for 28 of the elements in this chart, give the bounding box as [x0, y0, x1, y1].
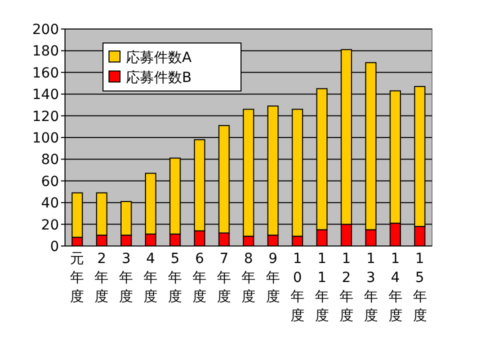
- y-tick-label: 80: [41, 152, 59, 168]
- y-tick-label: 100: [32, 130, 59, 146]
- y-tick-label: 160: [32, 65, 59, 82]
- x-tick-label: 6年度: [192, 251, 207, 305]
- x-tick-label: 7年度: [217, 251, 232, 305]
- y-tick-label: 40: [41, 196, 59, 212]
- y-tick-label: 180: [32, 44, 59, 60]
- x-tick-label: 9年度: [266, 251, 280, 305]
- y-tick-label: 140: [32, 87, 59, 104]
- x-tick-label: 11年度: [314, 251, 329, 324]
- x-tick-label: 4年度: [144, 251, 158, 305]
- x-tick-label: 12年度: [339, 251, 354, 324]
- x-tick-label: 2年度: [94, 251, 109, 305]
- x-tick-label: 8年度: [242, 251, 256, 305]
- x-tick-label: 13年度: [364, 251, 378, 324]
- x-tick-label: 5年度: [168, 251, 182, 305]
- x-tick-label: 10年度: [290, 251, 304, 324]
- y-tick-label: 200: [32, 22, 59, 38]
- x-tick-label: 3年度: [119, 251, 134, 305]
- y-tick-label: 60: [41, 174, 59, 190]
- x-tick-label: 15年度: [412, 251, 427, 324]
- legend-label: 応募件数A: [126, 50, 192, 66]
- x-tick-label: 14年度: [388, 251, 402, 324]
- x-tick-label: 元年度: [70, 251, 84, 305]
- legend-label: 応募件数B: [126, 70, 192, 86]
- y-tick-label: 20: [41, 217, 59, 234]
- y-tick-label: 0: [50, 239, 59, 255]
- y-tick-label: 120: [32, 108, 59, 125]
